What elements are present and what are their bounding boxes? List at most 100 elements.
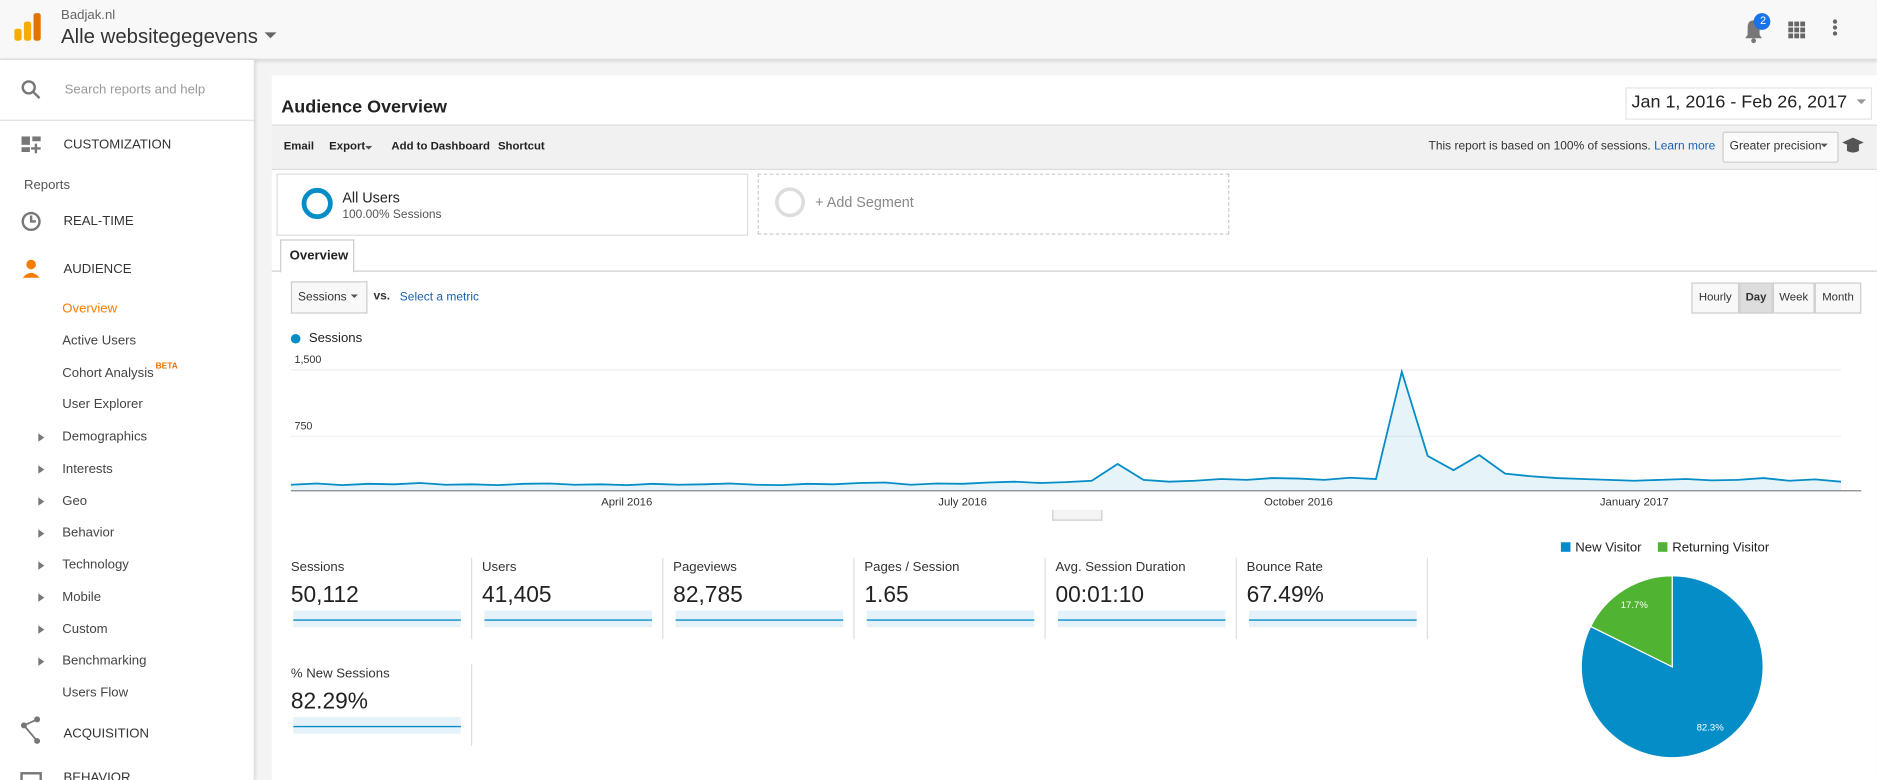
add-segment-ring — [775, 187, 805, 218]
nav-item[interactable]: Demographics — [62, 429, 148, 445]
nav-item[interactable]: Geo — [62, 493, 88, 509]
property[interactable]: Alle websitegegevens — [61, 25, 258, 48]
metric-label: Pages / Session — [864, 560, 960, 575]
metric-value: 67.49% — [1246, 582, 1324, 609]
granularity-button[interactable] — [1691, 282, 1740, 314]
date-range[interactable] — [1625, 87, 1873, 120]
expand-arrow — [38, 657, 45, 666]
nav-customization[interactable]: CUSTOMIZATION — [63, 137, 172, 153]
learn-more[interactable]: Learn more — [1654, 140, 1716, 154]
nav-item[interactable]: Cohort Analysis — [62, 365, 154, 381]
sparkline-band — [293, 610, 461, 628]
nav-item[interactable]: Behavior — [62, 525, 115, 541]
metric-value: 50,112 — [290, 582, 359, 609]
nav-realtime[interactable]: REAL-TIME — [63, 214, 134, 229]
expand-arrow — [38, 529, 45, 538]
caret — [264, 32, 277, 39]
metric-value: 1.65 — [864, 582, 909, 609]
pie-label: 17.7% — [1621, 600, 1649, 611]
nav-acquisition[interactable]: ACQUISITION — [63, 726, 150, 741]
help-icon[interactable] — [1841, 136, 1865, 155]
nav-item[interactable]: Active Users — [62, 333, 137, 349]
y-tick-label: 1,500 — [294, 354, 321, 366]
tab-line — [271, 270, 1877, 272]
divider — [0, 119, 254, 121]
sidebar — [0, 59, 255, 780]
add-segment-card[interactable] — [757, 173, 1230, 235]
sparkline-band — [1249, 610, 1417, 628]
top-bar — [0, 0, 1877, 60]
legend-marker — [1657, 542, 1668, 552]
expand-arrow — [38, 593, 45, 602]
x-tick-label: July 2016 — [938, 497, 987, 509]
caret — [365, 146, 373, 150]
caret — [1856, 99, 1867, 105]
pie-slice — [1589, 575, 1673, 668]
sidebar-icons — [20, 80, 42, 780]
nav-item[interactable]: Interests — [62, 461, 113, 477]
legend-marker — [1560, 542, 1571, 552]
y-tick-label: 750 — [294, 421, 312, 433]
legend-label: New Visitor — [1575, 540, 1642, 555]
notification-count: 2 — [1760, 14, 1767, 27]
logo — [14, 13, 41, 41]
nav-item[interactable]: Overview — [62, 301, 118, 317]
legend-label: Sessions — [309, 330, 363, 345]
sparkline-band — [675, 610, 844, 628]
expand-arrow — [38, 561, 45, 570]
segment-ring — [301, 187, 333, 220]
pie-label: 82.3% — [1697, 722, 1725, 733]
search-box[interactable]: Search reports and help — [64, 82, 206, 97]
expand-arrow — [38, 625, 45, 634]
header-icons — [1745, 13, 1838, 44]
nav-item[interactable]: Custom — [62, 621, 108, 637]
nav-behavior[interactable]: BEHAVIOR — [63, 770, 131, 780]
nav-item[interactable]: Mobile — [62, 589, 102, 605]
segment-card[interactable] — [276, 173, 749, 236]
nav-item[interactable]: User Explorer — [62, 397, 143, 413]
nav-item[interactable]: Technology — [62, 557, 129, 573]
legend-label: Returning Visitor — [1672, 540, 1770, 555]
precision-text: Greater precision — [1729, 140, 1822, 154]
select-metric[interactable]: Select a metric — [399, 290, 479, 305]
metric-label: Pageviews — [673, 560, 737, 575]
beta-tag: BETA — [155, 362, 178, 371]
sampling-text: This report is based on 100% of sessions… — [1428, 140, 1651, 154]
expand-arrow — [38, 433, 45, 442]
segment-name: All Users — [342, 189, 400, 206]
toolbar-item[interactable]: Export — [329, 140, 366, 154]
tab[interactable] — [280, 239, 355, 273]
nav-audience[interactable]: AUDIENCE — [63, 262, 132, 277]
granularity-label: Month — [1822, 290, 1854, 305]
account: Badjak.nl — [61, 8, 116, 23]
sparkline-band — [1057, 610, 1226, 628]
toolbar-item[interactable]: Shortcut — [497, 140, 545, 154]
metric-value: 82,785 — [673, 582, 743, 609]
metric-label: Sessions — [290, 560, 345, 575]
collapse-handle[interactable] — [1052, 509, 1103, 521]
granularity-label: Day — [1745, 290, 1767, 305]
metric-value: 00:01:10 — [1055, 582, 1145, 609]
toolbar-item[interactable]: Add to Dashboard — [391, 140, 490, 154]
sparkline-band — [484, 610, 653, 628]
precision-dropdown[interactable] — [1722, 131, 1839, 163]
granularity-button[interactable] — [1739, 282, 1773, 314]
nav-item[interactable]: Benchmarking — [62, 653, 147, 669]
series-line — [290, 368, 1842, 487]
granularity-label: Hourly — [1698, 290, 1732, 305]
report-title: Audience Overview — [281, 96, 447, 118]
nav-item[interactable]: Users Flow — [62, 685, 129, 701]
segment-detail: 100.00% Sessions — [342, 208, 442, 222]
caret — [350, 294, 358, 299]
granularity-button[interactable] — [1814, 282, 1862, 314]
metric-label: Avg. Session Duration — [1055, 560, 1186, 575]
x-tick-label: January 2017 — [1600, 497, 1669, 509]
metric-label: % New Sessions — [290, 666, 390, 682]
x-tick-label: October 2016 — [1264, 497, 1333, 509]
granularity-button[interactable] — [1772, 282, 1815, 314]
metric-text: Sessions — [298, 290, 347, 305]
toolbar-item[interactable]: Email — [283, 140, 315, 154]
